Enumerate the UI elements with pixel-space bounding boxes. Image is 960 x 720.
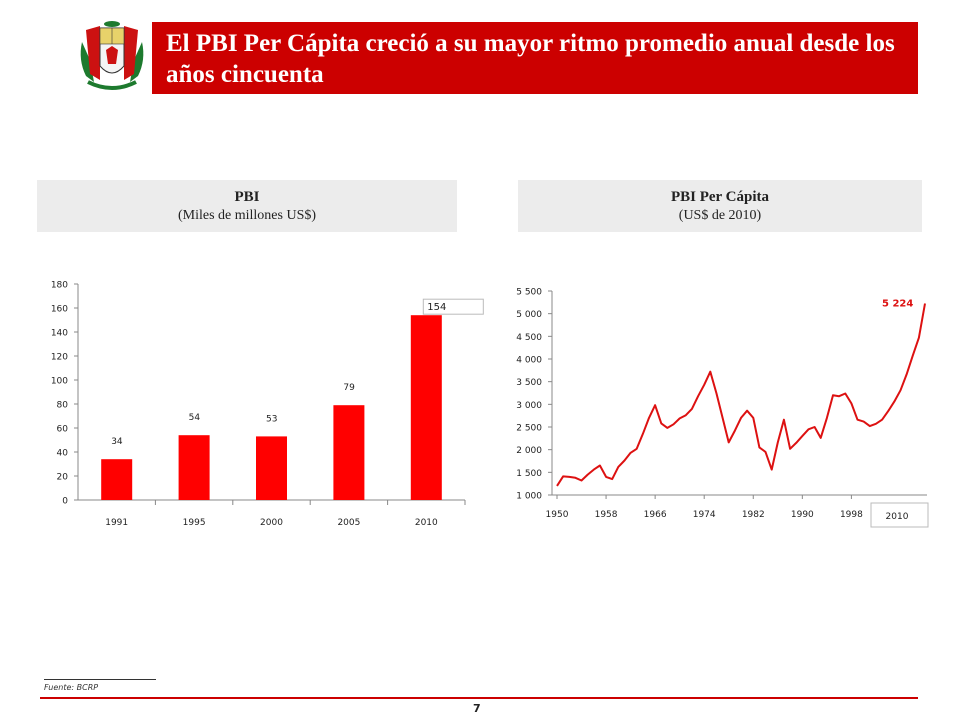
x-tick-label: 2005 xyxy=(337,518,360,528)
y-tick-label: 1 500 xyxy=(516,469,542,479)
x-tick-label: 1995 xyxy=(183,518,206,528)
y-tick-label: 3 000 xyxy=(516,401,542,411)
data-label: 54 xyxy=(189,413,201,423)
left-panel-title: PBI xyxy=(234,189,260,205)
data-label: 79 xyxy=(343,383,355,393)
right-panel-header: PBI Per Cápita (US$ de 2010) xyxy=(518,180,922,232)
y-tick-label: 4 000 xyxy=(516,356,542,366)
data-label: 34 xyxy=(111,437,123,447)
highlight-data-label: 5 224 xyxy=(882,299,913,310)
title-bar: El PBI Per Cápita creció a su mayor ritm… xyxy=(152,22,918,94)
bottom-rule xyxy=(40,697,918,699)
y-tick-label: 2 500 xyxy=(516,424,542,434)
x-tick-label: 2010 xyxy=(415,518,438,528)
bar-1991 xyxy=(101,459,133,500)
x-tick-label: 1966 xyxy=(644,510,667,520)
x-tick-label: 1991 xyxy=(105,518,128,528)
x-tick-label: 1990 xyxy=(791,510,814,520)
y-tick-label: 5 500 xyxy=(516,288,542,298)
left-panel-subtitle: (Miles de millones US$) xyxy=(177,208,317,223)
x-tick-label-box xyxy=(870,502,929,528)
y-tick-label: 180 xyxy=(51,281,68,291)
x-tick-label: 1998 xyxy=(840,510,863,520)
coat-of-arms-logo xyxy=(80,21,144,90)
bar-2000 xyxy=(256,436,287,500)
x-tick-label: 2000 xyxy=(260,518,283,528)
y-tick-label: 0 xyxy=(62,497,68,507)
slide-title: El PBI Per Cápita creció a su mayor ritm… xyxy=(166,30,895,88)
y-tick-label: 4 500 xyxy=(516,333,542,343)
y-tick-label: 2 000 xyxy=(516,446,542,456)
data-label: 53 xyxy=(266,414,277,424)
x-tick-label: 2010 xyxy=(886,512,909,522)
x-tick-label: 1958 xyxy=(595,510,618,520)
bar-1995 xyxy=(178,435,210,500)
y-tick-label: 140 xyxy=(51,329,68,339)
y-tick-label: 1 000 xyxy=(516,492,542,502)
left-panel-header: PBI (Miles de millones US$) xyxy=(37,180,457,232)
x-tick-label: 1974 xyxy=(693,510,716,520)
data-label-box xyxy=(422,298,484,315)
y-tick-label: 120 xyxy=(51,353,68,363)
right-panel-subtitle: (US$ de 2010) xyxy=(678,208,762,223)
x-tick-label: 1982 xyxy=(742,510,765,520)
x-tick-label: 1950 xyxy=(546,510,569,520)
y-tick-label: 60 xyxy=(57,425,69,435)
y-tick-label: 100 xyxy=(51,377,68,387)
y-tick-label: 40 xyxy=(57,449,69,459)
footer-divider xyxy=(44,679,156,680)
data-label: 154 xyxy=(427,302,446,313)
y-tick-label: 160 xyxy=(51,305,68,315)
y-tick-label: 20 xyxy=(57,473,69,483)
series-line xyxy=(556,303,926,487)
bar-2010 xyxy=(410,315,442,500)
footer-source: Fuente: BCRP xyxy=(44,683,99,692)
y-tick-label: 5 000 xyxy=(516,310,542,320)
y-tick-label: 80 xyxy=(57,401,69,411)
page-number: 7 xyxy=(473,702,481,715)
bar-2005 xyxy=(333,405,365,500)
y-tick-label: 3 500 xyxy=(516,378,542,388)
right-panel-title: PBI Per Cápita xyxy=(670,189,770,205)
